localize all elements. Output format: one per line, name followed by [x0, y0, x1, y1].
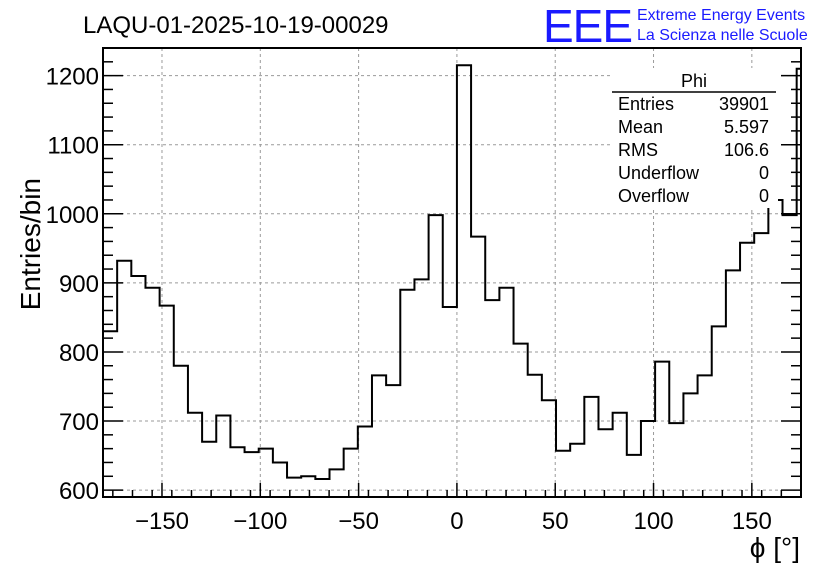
chart-title: LAQU-01-2025-10-19-00029 [83, 12, 389, 39]
stats-label-mean: Mean [618, 117, 663, 137]
x-tick-label: −150 [135, 508, 189, 535]
x-tick-label: 100 [634, 508, 674, 535]
stats-label-entries: Entries [618, 94, 674, 114]
stats-value-entries: 39901 [719, 94, 769, 114]
y-tick-labels: 600 700 800 900 1000 1100 1200 [46, 64, 99, 505]
x-axis-title: ϕ [°] [750, 532, 800, 563]
stats-box: Phi Entries 39901 Mean 5.597 RMS 106.6 U… [610, 68, 778, 208]
stats-label-rms: RMS [618, 140, 658, 160]
y-axis-title: Entries/bin [15, 178, 46, 310]
y-tick-label: 800 [59, 340, 99, 367]
logo-line-2: La Scienza nelle Scuole [637, 27, 808, 44]
y-tick-label: 1200 [46, 64, 99, 91]
x-tick-labels: −150 −100 −50 0 50 100 150 [135, 508, 772, 535]
stats-label-overflow: Overflow [618, 186, 690, 206]
stats-title: Phi [681, 71, 707, 91]
x-tick-label: −50 [338, 508, 379, 535]
x-tick-label: 0 [450, 508, 463, 535]
plot-frame [102, 47, 802, 498]
stats-label-underflow: Underflow [618, 163, 700, 183]
x-tick-label: 50 [542, 508, 569, 535]
y-tick-label: 1100 [47, 133, 99, 160]
x-tick-label: −100 [233, 508, 287, 535]
stats-value-overflow: 0 [759, 186, 769, 206]
histogram-line [102, 64, 801, 497]
axis-ticks [103, 61, 801, 497]
logo-line-1: Extreme Energy Events [637, 7, 805, 24]
y-tick-label: 700 [59, 409, 99, 436]
stats-value-underflow: 0 [759, 163, 769, 183]
stats-value-mean: 5.597 [724, 117, 769, 137]
eee-logo: EEE Extreme Energy Events La Scienza nel… [543, 0, 808, 52]
stats-value-rms: 106.6 [724, 140, 769, 160]
logo-mark: EEE [543, 0, 632, 52]
y-tick-label: 900 [59, 271, 99, 298]
y-tick-label: 1000 [46, 202, 99, 229]
x-tick-label: 150 [732, 508, 772, 535]
y-tick-label: 600 [59, 478, 99, 505]
